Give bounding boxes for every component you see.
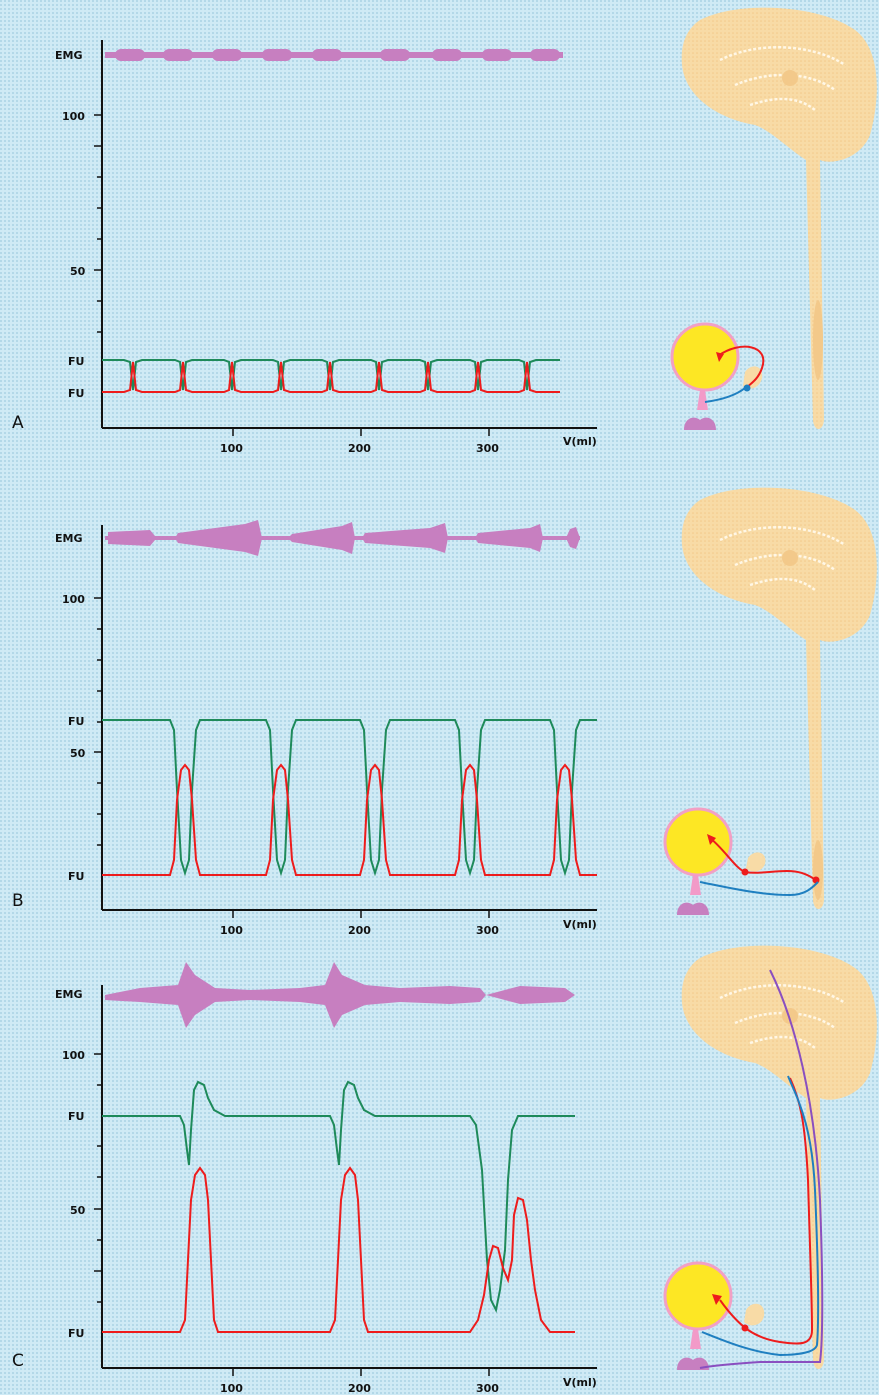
afferent-nerve-red: [717, 345, 765, 389]
anatomy-illustration: [663, 945, 877, 1370]
efferent-nerve-blue: [704, 387, 746, 403]
panel-letter: C: [12, 1351, 24, 1371]
descending-nerve-purple: [699, 969, 824, 1369]
panel-b: B EMG 100 50 FU FU 100 200: [12, 487, 877, 937]
red-trace: [102, 361, 560, 393]
y-tick-100: 100: [62, 1049, 85, 1062]
y-tick-50: 50: [70, 265, 86, 278]
x-axis-label: V(ml): [563, 918, 597, 931]
sphincter: [677, 902, 709, 915]
bladder: [663, 807, 733, 877]
red-trace: [102, 1166, 575, 1333]
fu-label-lower: FU: [68, 387, 84, 400]
panel-c: C EMG 100 50 FU FU 100 200 300: [12, 945, 877, 1395]
emg-trace: [105, 520, 580, 556]
panel-a: A EMG 100 50 FU FU 100 200: [12, 7, 877, 455]
bladder: [670, 322, 740, 392]
axes: [94, 525, 597, 918]
brain-and-spinal-cord: [681, 945, 877, 1369]
x-tick-300: 300: [476, 1382, 499, 1395]
y-tick-100: 100: [62, 110, 85, 123]
axes: [94, 40, 597, 436]
green-trace: [102, 719, 597, 877]
x-tick-100: 100: [220, 442, 243, 455]
emg-trace: [105, 962, 575, 1028]
axes: [94, 985, 597, 1376]
x-tick-200: 200: [348, 1382, 371, 1395]
y-tick-50: 50: [70, 1204, 86, 1217]
panel-letter: B: [12, 891, 24, 911]
x-axis-label: V(ml): [563, 435, 597, 448]
brain-and-spinal-cord: [681, 7, 877, 429]
efferent-nerve-blue: [701, 1075, 820, 1357]
fu-label-upper: FU: [68, 1110, 84, 1123]
brain-and-spinal-cord: [681, 487, 877, 909]
x-tick-200: 200: [348, 442, 371, 455]
anatomy-illustration: [670, 7, 877, 430]
x-axis-label: V(ml): [563, 1376, 597, 1389]
y-tick-50: 50: [70, 747, 86, 760]
anatomy-illustration: [663, 487, 877, 915]
urethra: [697, 390, 708, 410]
fu-label-lower: FU: [68, 1327, 84, 1340]
emg-label: EMG: [55, 988, 83, 1001]
x-tick-300: 300: [476, 924, 499, 937]
emg-label: EMG: [55, 49, 83, 62]
x-tick-300: 300: [476, 442, 499, 455]
urethra: [690, 1329, 701, 1349]
afferent-nerve-red: [719, 1077, 814, 1345]
spinal-ganglion: [746, 852, 766, 872]
emg-trace: [105, 49, 563, 61]
sphincter: [684, 417, 716, 430]
urethra: [690, 875, 701, 895]
spinal-ganglion: [743, 366, 763, 389]
efferent-nerve-blue: [699, 881, 819, 897]
red-trace: [102, 763, 597, 876]
y-tick-100: 100: [62, 593, 85, 606]
panel-letter: A: [12, 413, 24, 433]
x-tick-100: 100: [220, 924, 243, 937]
green-trace: [102, 1080, 575, 1314]
x-tick-100: 100: [220, 1382, 243, 1395]
x-tick-200: 200: [348, 924, 371, 937]
spinal-ganglion: [744, 1303, 765, 1326]
fu-label-upper: FU: [68, 355, 84, 368]
emg-label: EMG: [55, 532, 83, 545]
fu-label-upper: FU: [68, 715, 84, 728]
fu-label-lower: FU: [68, 870, 84, 883]
